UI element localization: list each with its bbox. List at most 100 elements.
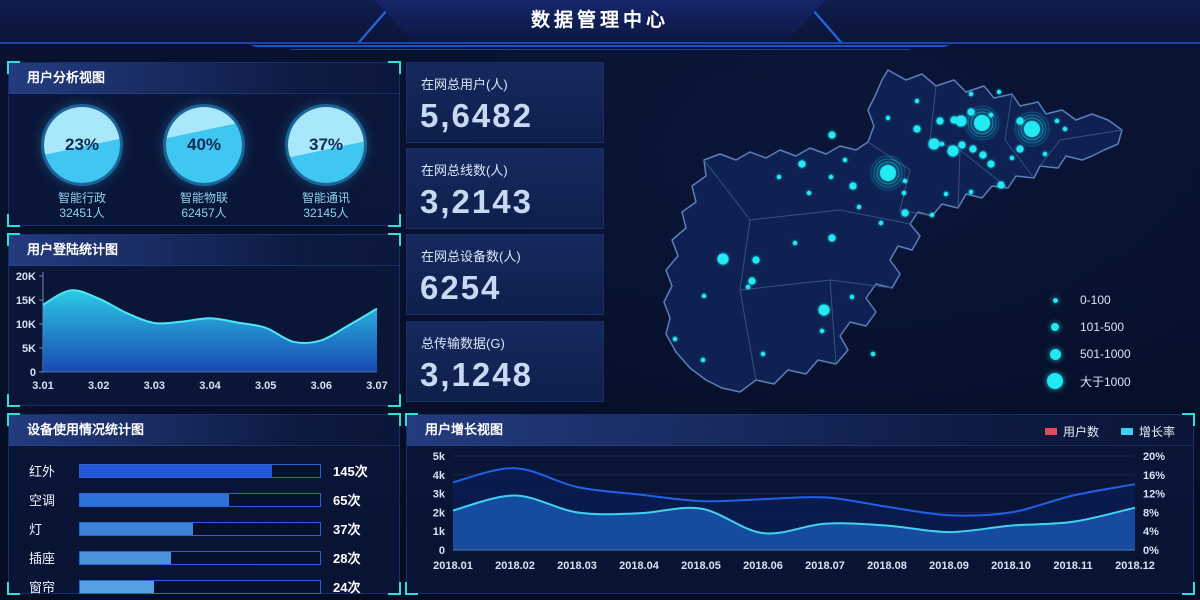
svg-text:3.04: 3.04 [199,380,221,392]
panel-login-stats-title: 用户登陆统计图 [9,235,399,266]
legend-dot-icon [1052,297,1058,303]
svg-text:3.03: 3.03 [144,380,165,392]
bar-value: 65次 [333,493,361,508]
legend-item-growth-rate[interactable]: 增长率 [1120,423,1175,440]
bar-value: 28次 [333,551,361,566]
legend-label: 大于1000 [1080,374,1131,389]
map-legend-row-0: 0-100 [1042,290,1131,310]
svg-text:3k: 3k [433,489,446,501]
legend-dot-cell [1042,297,1068,303]
legend-dot-cell [1042,373,1068,389]
panel-device-usage-inner: 设备使用情况统计图 红外 145次 空调 65次 灯 37次 插座 28次 [7,415,401,595]
svg-text:20K: 20K [16,271,36,283]
panel-growth: 用户增长视图 用户数 增长率 0 0% 1k 4% 2k 8% 3k 12% 4k 16% 5k 20… [405,413,1195,595]
legend-dot-icon [1047,373,1063,389]
bar-row-aircon[interactable]: 空调 65次 [29,491,379,508]
svg-text:20%: 20% [1143,451,1165,463]
device-bars: 红外 145次 空调 65次 灯 37次 插座 28次 窗帘 [9,446,399,595]
map-legend-row-1: 101-500 [1042,317,1131,337]
stat-card-total-data: 总传输数据(G) 3,1248 [406,321,604,402]
gauge-admin[interactable]: 23% 智能行政 32451人 [27,107,137,221]
svg-text:2018.05: 2018.05 [681,560,721,572]
bar-row-socket[interactable]: 插座 28次 [29,549,379,566]
stat-label: 在网总线数(人) [421,163,508,178]
bar-label: 灯 [29,522,43,537]
bar-track [79,579,321,594]
gauge-iot[interactable]: 40% 智能物联 62457人 [149,107,259,221]
svg-text:2018.04: 2018.04 [619,560,660,572]
stat-value: 3,2143 [420,183,533,220]
growth-chart-legend: 用户数 增长率 [1023,423,1175,440]
bar-row-light[interactable]: 灯 37次 [29,520,379,537]
panel-growth-title: 用户增长视图 [407,415,1193,446]
svg-text:2018.07: 2018.07 [805,560,845,572]
panel-login-stats-inner: 用户登陆统计图 0 5K 10K 15K 20K 3.01 3.02 3.03 3.04 3.05… [7,235,401,407]
svg-text:2018.06: 2018.06 [743,560,783,572]
gauge-label: 智能行政 [57,191,106,205]
bar-value: 37次 [333,522,361,537]
bar-label: 窗帘 [29,580,56,595]
bar-value: 145次 [333,464,368,479]
gauge-percent: 37% [308,135,344,154]
gauge-percent: 23% [64,135,100,154]
bar-fill [80,493,229,506]
stat-card-total-devices: 在网总设备数(人) 6254 [406,234,604,315]
svg-text:2k: 2k [433,507,446,519]
bar-fill [80,551,172,564]
map-legend-row-2: 501-1000 [1042,344,1131,364]
bar-track [79,550,321,565]
legend-dot-icon [1049,348,1061,360]
svg-text:3.07: 3.07 [366,380,387,392]
legend-dot-cell [1042,323,1068,331]
legend-label: 501-1000 [1080,347,1131,361]
login-area-chart[interactable]: 0 5K 10K 15K 20K 3.01 3.02 3.03 3.04 3.05 3.06 3.07 [9,266,397,402]
svg-text:10K: 10K [16,319,36,331]
svg-text:2018.11: 2018.11 [1053,560,1092,572]
panel-login-stats: 用户登陆统计图 0 5K 10K 15K 20K 3.01 3.02 3.03 3.04 3.05… [7,233,401,407]
svg-text:0: 0 [30,367,36,379]
panel-device-usage: 设备使用情况统计图 红外 145次 空调 65次 灯 37次 插座 28次 [7,413,401,595]
svg-text:3.06: 3.06 [311,380,332,392]
svg-text:8%: 8% [1143,507,1159,519]
bar-row-infrared[interactable]: 红外 145次 [29,462,379,479]
legend-swatch-users [1044,428,1057,435]
growth-area-chart[interactable]: 0 0% 1k 4% 2k 8% 3k 12% 4k 16% 5k 20% 2018.01 2018.02… [407,446,1191,592]
bar-fill [80,580,155,593]
stat-card-total-lines: 在网总线数(人) 3,2143 [406,148,604,229]
svg-text:3.01: 3.01 [32,380,53,392]
legend-item-users[interactable]: 用户数 [1044,423,1099,440]
gauge-circle: 40% [166,107,242,183]
svg-text:16%: 16% [1143,470,1165,482]
province-map[interactable] [604,50,1200,412]
svg-text:0: 0 [439,545,445,557]
map-legend[interactable]: 0-100 101-500 501-1000 大于1000 [1042,290,1131,398]
svg-text:5K: 5K [22,343,36,355]
gauge-count: 32451人 [59,206,105,220]
svg-text:4k: 4k [433,470,446,482]
stat-value: 6254 [420,269,502,306]
gauge-row: 23% 智能行政 32451人 40% 智能物联 62457人 37% 智能通讯… [9,94,399,221]
gauge-circle: 37% [288,107,364,183]
legend-label: 用户数 [1062,425,1099,439]
bar-fill [80,464,272,477]
svg-text:4%: 4% [1143,526,1159,538]
bar-row-curtain[interactable]: 窗帘 24次 [29,578,379,595]
svg-text:3.02: 3.02 [88,380,109,392]
gauge-count: 32145人 [303,206,349,220]
bar-track [79,492,321,507]
svg-text:1k: 1k [433,526,446,538]
map-scatter-dots [672,89,1068,363]
svg-text:0%: 0% [1143,545,1159,557]
stat-value: 5,6482 [420,97,533,134]
legend-label: 101-500 [1080,320,1125,334]
svg-text:2018.09: 2018.09 [929,560,969,572]
bar-value: 24次 [333,580,361,595]
legend-dot-icon [1051,323,1059,331]
gauge-comm[interactable]: 37% 智能通讯 32145人 [271,107,381,221]
panel-user-analysis-title: 用户分析视图 [9,63,399,94]
stat-label: 在网总设备数(人) [421,249,521,264]
map-outline [663,69,1123,393]
panel-user-analysis-inner: 用户分析视图 23% 智能行政 32451人 40% 智能物联 62457人 3… [7,63,401,227]
gauge-count: 62457人 [181,206,227,220]
svg-text:2018.12: 2018.12 [1115,560,1155,572]
